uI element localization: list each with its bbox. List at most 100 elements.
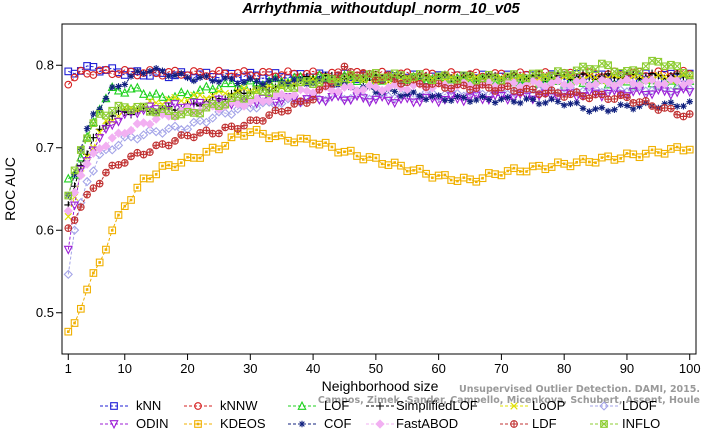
point-kdeos-core	[657, 151, 660, 154]
point-kdeos-core	[619, 157, 622, 160]
point-fastabod	[615, 77, 626, 88]
point-kdeos	[510, 164, 518, 173]
x-tick-label: 40	[306, 361, 320, 376]
point-cof	[121, 81, 129, 88]
point-ldf	[208, 129, 217, 138]
point-ldf	[114, 160, 123, 169]
point-loop	[240, 84, 248, 92]
legend-marker-kdeos	[194, 420, 202, 428]
point-inflo	[221, 100, 230, 109]
point-fastabod	[402, 84, 412, 95]
point-kdeos	[196, 154, 204, 162]
point-cof	[498, 95, 505, 103]
point-ldf	[302, 99, 311, 107]
point-inflo	[660, 62, 669, 71]
point-inflo	[165, 107, 173, 115]
point-inflo	[485, 71, 493, 79]
point-cof	[196, 74, 204, 81]
point-ldof	[82, 176, 92, 187]
point-cof	[554, 98, 562, 105]
point-ldf	[259, 117, 267, 125]
point-odin	[685, 88, 695, 98]
point-ldof	[113, 140, 124, 151]
point-fastabod	[371, 82, 381, 92]
point-kdeos	[390, 158, 399, 167]
legend-label-odin: ODIN	[136, 416, 169, 431]
point-lof	[195, 84, 205, 94]
point-kdeos	[679, 146, 688, 155]
point-cof	[83, 125, 91, 132]
point-ldf	[159, 140, 166, 148]
point-kdeos-core	[161, 164, 164, 168]
point-fastabod	[634, 80, 645, 90]
point-fastabod	[609, 80, 620, 91]
point-inflo	[679, 69, 688, 77]
point-cof	[146, 67, 154, 75]
point-kdeos	[252, 125, 261, 134]
point-ldof	[251, 103, 262, 113]
point-odin	[628, 87, 638, 97]
point-kdeos	[346, 146, 355, 155]
point-ldf	[597, 90, 606, 99]
point-ldf	[629, 99, 638, 107]
point-inflo	[108, 106, 117, 115]
point-fastabod	[534, 79, 544, 89]
point-kdeos	[240, 132, 248, 140]
point-cof	[667, 99, 675, 106]
point-odin	[603, 89, 613, 99]
point-fastabod	[346, 82, 356, 92]
point-kdeos-core	[142, 177, 145, 180]
point-kdeos	[472, 177, 481, 186]
point-inflo	[541, 73, 550, 81]
point-cof	[234, 80, 242, 87]
point-kdeos	[497, 171, 506, 180]
point-ldf	[636, 98, 643, 106]
x-tick-label: 30	[243, 361, 257, 376]
point-cof	[560, 101, 568, 109]
point-kdeos-core	[431, 176, 434, 180]
point-lof	[182, 89, 193, 99]
point-inflo	[453, 75, 462, 84]
point-kdeos-core	[230, 136, 233, 139]
point-inflo	[372, 69, 380, 77]
point-kdeos	[466, 175, 474, 184]
point-kdeos-core	[292, 141, 296, 144]
legend-marker-inflo	[600, 420, 608, 428]
point-inflo	[642, 62, 650, 70]
point-odin	[390, 99, 400, 109]
point-cof	[573, 99, 581, 107]
point-fastabod	[101, 141, 111, 151]
point-kdeos-core	[261, 132, 265, 136]
point-knnw	[102, 65, 110, 74]
point-ldf	[441, 84, 449, 92]
point-knnw	[240, 67, 248, 75]
point-inflo	[441, 71, 449, 79]
point-odin	[666, 91, 676, 101]
point-ldf	[454, 81, 461, 88]
point-kdeos	[422, 169, 430, 178]
point-inflo	[547, 71, 556, 80]
point-kdeos	[127, 196, 135, 204]
point-cof	[259, 81, 267, 88]
point-kdeos	[447, 176, 456, 184]
point-ldf	[184, 132, 191, 139]
point-ldf	[221, 124, 229, 131]
point-kdeos-core	[211, 146, 214, 149]
point-ldf	[215, 129, 223, 138]
point-kdeos-core	[418, 167, 422, 171]
point-kdeos	[265, 134, 273, 143]
point-inflo	[616, 69, 625, 77]
point-fastabod	[151, 114, 161, 124]
point-kdeos	[108, 226, 117, 235]
point-loop	[190, 91, 198, 99]
point-ldf	[252, 116, 261, 125]
point-ldf	[259, 117, 267, 125]
point-ldf	[623, 93, 631, 102]
point-loop	[171, 93, 179, 102]
point-kdeos	[491, 170, 499, 178]
point-ldf	[89, 184, 98, 192]
point-ldof	[226, 109, 237, 119]
point-fastabod	[346, 82, 356, 92]
point-ldf	[535, 90, 543, 98]
point-cof	[90, 110, 97, 118]
